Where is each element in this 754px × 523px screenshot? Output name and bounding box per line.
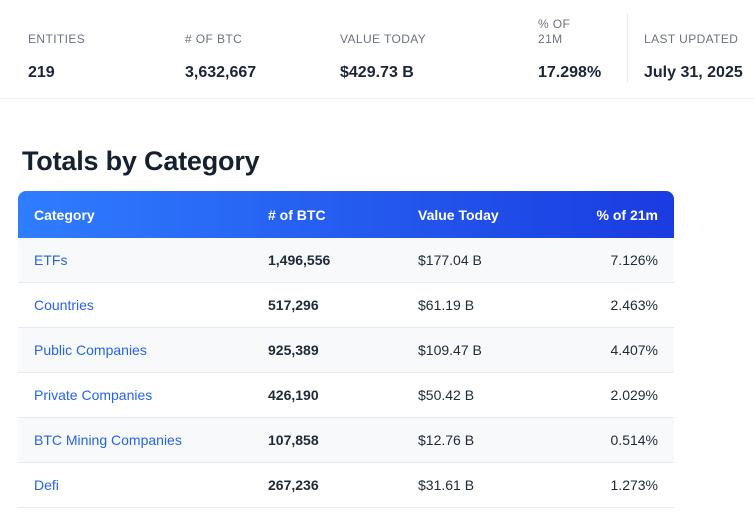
table-row: Defi 267,236 $31.61 B 1.273% <box>18 463 674 508</box>
stat-entities: ENTITIES 219 <box>28 14 185 82</box>
btc-cell: 1,496,556 <box>268 252 331 268</box>
table-row: ETFs 1,496,556 $177.04 B 7.126% <box>18 238 674 283</box>
table-row: Public Companies 925,389 $109.47 B 4.407… <box>18 328 674 373</box>
stat-num-btc: # OF BTC 3,632,667 <box>185 14 340 82</box>
stat-pct-21m-value: 17.298% <box>538 64 602 81</box>
btc-cell: 925,389 <box>268 342 319 358</box>
pct-cell: 1.273% <box>610 477 658 493</box>
stat-last-updated: LAST UPDATED July 31, 2025 <box>627 14 754 82</box>
table-row: BTC Mining Companies 107,858 $12.76 B 0.… <box>18 418 674 463</box>
category-cell: Countries <box>18 297 268 313</box>
stat-value-today-label: VALUE TODAY <box>340 32 427 47</box>
table-row: Countries 517,296 $61.19 B 2.463% <box>18 283 674 328</box>
pct-cell: 0.514% <box>610 432 658 448</box>
stat-entities-label: ENTITIES <box>28 32 86 47</box>
pct-cell: 2.029% <box>610 387 658 403</box>
category-cell: Public Companies <box>18 342 268 358</box>
category-cell: Defi <box>18 477 268 493</box>
value-cell: $50.42 B <box>418 387 475 403</box>
stat-num-btc-value: 3,632,667 <box>185 64 257 81</box>
btc-cell: 517,296 <box>268 297 319 313</box>
btc-cell: 267,236 <box>268 477 319 493</box>
pct-cell: 7.126% <box>610 252 658 268</box>
category-link[interactable]: ETFs <box>34 252 68 268</box>
btc-cell: 426,190 <box>268 387 319 403</box>
stat-pct-21m-label-text: % OF 21M <box>538 16 571 47</box>
table-body: ETFs 1,496,556 $177.04 B 7.126% Countrie… <box>18 238 674 508</box>
stat-last-updated-label: LAST UPDATED <box>644 32 739 47</box>
stat-num-btc-label: # OF BTC <box>185 32 243 47</box>
table-row: Private Companies 426,190 $50.42 B 2.029… <box>18 373 674 418</box>
stat-last-updated-value: July 31, 2025 <box>644 64 743 81</box>
category-link[interactable]: Private Companies <box>34 387 153 403</box>
value-cell: $31.61 B <box>418 477 475 493</box>
value-cell: $109.47 B <box>418 342 482 358</box>
category-link[interactable]: BTC Mining Companies <box>34 432 182 448</box>
totals-by-category-table: Category # of BTC Value Today % of 21m E… <box>18 191 674 508</box>
table-header-row: Category # of BTC Value Today % of 21m <box>18 191 674 238</box>
col-header-btc: # of BTC <box>268 206 326 223</box>
value-cell: $61.19 B <box>418 297 475 313</box>
stat-entities-value: 219 <box>28 64 55 81</box>
summary-stats: ENTITIES 219 # OF BTC 3,632,667 VALUE TO… <box>0 0 754 99</box>
btc-cell: 107,858 <box>268 432 319 448</box>
col-header-pct-21m: % of 21m <box>596 206 658 223</box>
value-cell: $12.76 B <box>418 432 475 448</box>
pct-cell: 2.463% <box>610 297 658 313</box>
stat-value-today: VALUE TODAY $429.73 B <box>340 14 538 82</box>
stat-pct-21m: % OF 21M 17.298% <box>538 14 627 82</box>
category-link[interactable]: Countries <box>34 297 94 313</box>
col-header-value-today: Value Today <box>418 206 499 223</box>
value-cell: $177.04 B <box>418 252 482 268</box>
pct-cell: 4.407% <box>610 342 658 358</box>
stat-value-today-value: $429.73 B <box>340 64 414 81</box>
section-title: Totals by Category <box>22 146 260 176</box>
stat-pct-21m-label: % OF 21M <box>538 14 627 48</box>
category-link[interactable]: Public Companies <box>34 342 147 358</box>
category-link[interactable]: Defi <box>34 477 59 493</box>
category-cell: BTC Mining Companies <box>18 432 268 448</box>
col-header-category: Category <box>34 206 95 223</box>
category-cell: ETFs <box>18 252 268 268</box>
category-cell: Private Companies <box>18 387 268 403</box>
